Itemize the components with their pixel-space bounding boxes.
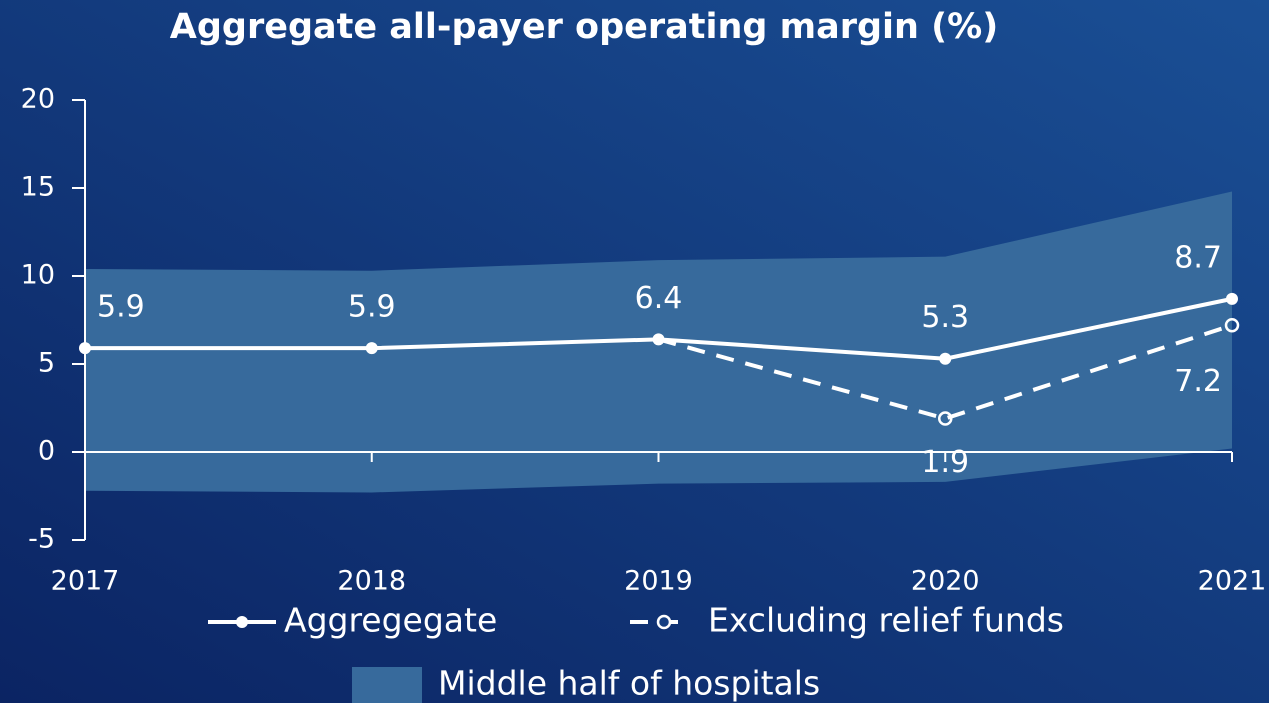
- data-label: 5.9: [348, 290, 396, 325]
- data-label: 6.4: [635, 281, 683, 316]
- legend-marker: [236, 616, 248, 628]
- x-tick-label: 2018: [337, 566, 406, 597]
- y-tick-label: 10: [21, 260, 55, 291]
- y-tick-label: 20: [21, 84, 55, 115]
- legend-label: Aggregegate: [284, 601, 497, 640]
- x-tick-label: 2020: [911, 566, 980, 597]
- legend-label: Middle half of hospitals: [438, 664, 820, 703]
- x-tick-label: 2017: [51, 566, 120, 597]
- point: [938, 411, 953, 426]
- data-label: 5.9: [97, 290, 145, 325]
- legend-swatch: [352, 667, 422, 703]
- point: [652, 333, 665, 346]
- data-label: 5.3: [921, 300, 969, 335]
- legend-label: Excluding relief funds: [708, 601, 1064, 640]
- data-label: 1.9: [921, 445, 969, 480]
- y-tick-label: 5: [38, 348, 55, 379]
- x-tick-label: 2019: [624, 566, 693, 597]
- series-line: [657, 323, 1233, 421]
- point: [365, 342, 378, 355]
- point: [79, 342, 91, 355]
- y-tick-label: -5: [28, 524, 55, 555]
- data-label: 8.7: [1174, 240, 1222, 275]
- data-label: 7.2: [1174, 364, 1222, 399]
- legend-marker: [656, 614, 672, 630]
- x-tick-label: 2021: [1198, 566, 1267, 597]
- point: [1226, 292, 1238, 305]
- y-tick-label: 15: [21, 172, 55, 203]
- point: [939, 352, 952, 365]
- chart-title: Aggregate all-payer operating margin (%): [170, 7, 998, 47]
- point: [1224, 318, 1240, 333]
- y-tick-label: 0: [38, 436, 55, 467]
